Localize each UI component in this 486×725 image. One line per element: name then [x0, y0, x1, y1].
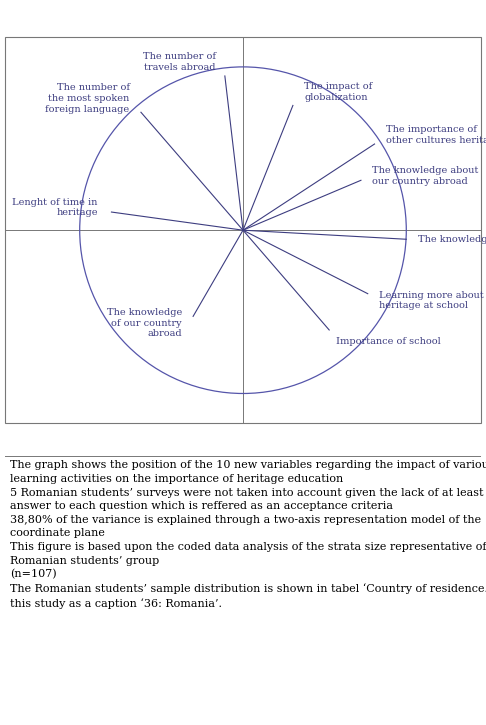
Text: The knowledge of foreign cultures: The knowledge of foreign cultures: [417, 235, 486, 244]
Text: The graph shows the position of the 10 new variables regarding the impact of var: The graph shows the position of the 10 n…: [10, 460, 486, 609]
Text: The number of
travels abroad: The number of travels abroad: [143, 52, 216, 72]
Text: The knowledge
of our country
abroad: The knowledge of our country abroad: [106, 308, 182, 339]
Text: Importance of school: Importance of school: [336, 337, 441, 346]
Text: The knowledge about
our country abroad: The knowledge about our country abroad: [372, 166, 479, 186]
Text: The importance of
other cultures heritage: The importance of other cultures heritag…: [386, 125, 486, 145]
Text: The impact of
globalization: The impact of globalization: [304, 82, 372, 102]
Text: Learning more about
heritage at school: Learning more about heritage at school: [379, 291, 484, 310]
Text: Lenght of time in
heritage: Lenght of time in heritage: [13, 198, 98, 218]
Text: The number of
the most spoken
foreign language: The number of the most spoken foreign la…: [46, 83, 130, 114]
